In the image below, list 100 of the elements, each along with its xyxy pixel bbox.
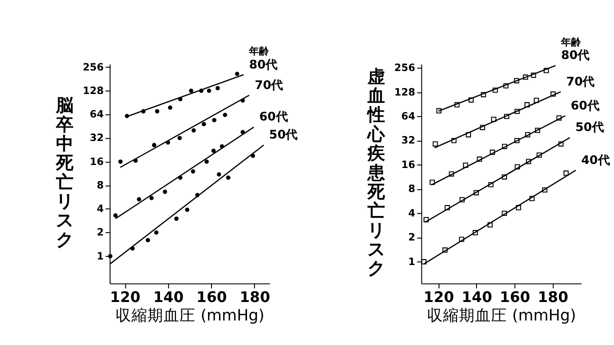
point <box>424 216 429 222</box>
point <box>454 102 460 108</box>
point <box>514 138 520 144</box>
y-tick-label: 64 <box>90 110 104 121</box>
series-label: 40代 <box>581 152 610 167</box>
point <box>534 128 540 133</box>
point <box>136 197 142 202</box>
point <box>476 156 482 162</box>
point <box>514 78 520 84</box>
series-label: 70代 <box>254 78 284 92</box>
point <box>491 116 496 122</box>
point <box>544 68 549 74</box>
series-label: 70代 <box>566 74 595 88</box>
x-axis-title: 収縮期血圧 (mmHg) <box>427 306 576 324</box>
y-tick-label: 16 <box>90 156 104 168</box>
x-tick-label: 120 <box>424 289 454 306</box>
point <box>226 176 230 180</box>
series-label: 60代 <box>259 110 288 124</box>
point <box>206 88 212 93</box>
point <box>502 210 507 216</box>
point <box>108 254 112 258</box>
point <box>536 152 542 158</box>
point <box>154 230 158 235</box>
point <box>468 97 474 103</box>
point <box>502 174 507 180</box>
point <box>432 141 438 147</box>
point <box>480 92 486 98</box>
point <box>155 109 160 114</box>
point <box>430 180 435 185</box>
point <box>526 158 532 164</box>
y-tick-label: 256 <box>394 63 416 74</box>
text: 虚血性心疾患死亡リスク <box>367 67 384 280</box>
point <box>188 88 194 93</box>
y-tick-label: 8 <box>96 180 104 192</box>
point <box>466 132 472 138</box>
point <box>234 72 240 76</box>
point <box>190 169 196 174</box>
point <box>472 230 478 236</box>
legend-title: 年齢 <box>248 46 270 58</box>
point <box>563 170 569 176</box>
y-tick-label: 128 <box>394 87 416 98</box>
point <box>118 159 123 164</box>
point <box>436 108 442 114</box>
point <box>192 128 196 133</box>
y-tick-label: 1 <box>408 256 416 268</box>
point <box>174 216 179 221</box>
series-label: 80代 <box>249 57 278 72</box>
point <box>451 138 457 144</box>
x-tick-label: 140 <box>462 289 492 306</box>
series-label: 50代 <box>575 120 604 134</box>
point <box>149 196 154 200</box>
point <box>448 171 454 177</box>
point <box>550 91 556 97</box>
y-tick-label: 64 <box>401 112 416 122</box>
point <box>458 236 464 242</box>
point <box>216 86 220 90</box>
y-tick-label: 32 <box>401 136 416 147</box>
point <box>222 112 228 118</box>
series-label: 80代 <box>561 48 590 62</box>
point <box>492 88 498 93</box>
point <box>525 132 530 138</box>
point <box>216 172 222 177</box>
y-axis-title: 脳卒中死亡リスク <box>54 96 74 250</box>
point <box>480 124 486 130</box>
y-tick-label: 256 <box>82 62 104 74</box>
point <box>530 72 536 78</box>
point <box>152 142 156 148</box>
point <box>185 208 190 212</box>
x-tick-label: 140 <box>153 289 184 306</box>
point <box>421 259 426 264</box>
point <box>460 197 465 202</box>
y-tick-label: 2 <box>96 228 104 239</box>
series-label: 50代 <box>269 128 298 142</box>
x-tick-label: 160 <box>196 289 227 306</box>
point <box>490 150 496 155</box>
point <box>514 108 520 114</box>
point <box>534 98 539 103</box>
point <box>558 141 564 147</box>
point <box>514 164 520 170</box>
point <box>204 159 209 164</box>
x-tick-label: 160 <box>500 289 530 306</box>
point <box>462 162 468 168</box>
point <box>556 115 562 121</box>
y-tick-label: 4 <box>96 204 104 216</box>
x-tick-label: 180 <box>538 289 568 306</box>
point <box>444 205 450 210</box>
series-label: 60代 <box>570 98 600 112</box>
point <box>524 102 530 108</box>
x-axis-title: 収縮期血圧 (mmHg) <box>116 306 264 324</box>
point <box>504 114 510 120</box>
point <box>502 144 508 150</box>
point <box>488 222 493 228</box>
point <box>516 205 522 210</box>
point <box>488 182 494 188</box>
point <box>212 118 216 122</box>
y-tick-label: 2 <box>408 232 416 244</box>
point <box>178 136 182 140</box>
point <box>146 238 150 242</box>
legend-title: 年齢 <box>560 36 582 48</box>
point <box>162 190 168 194</box>
